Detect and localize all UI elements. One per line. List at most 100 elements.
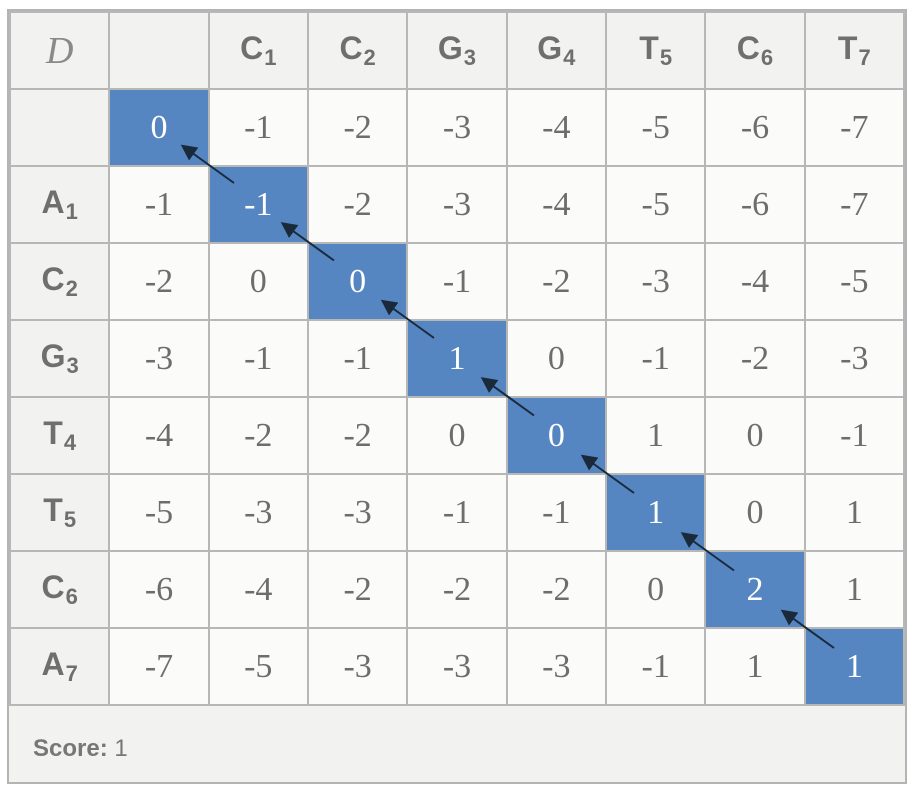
row-letter: A (41, 646, 65, 682)
matrix-cell: 1 (704, 627, 806, 706)
matrix-cell: -2 (505, 242, 608, 321)
matrix-cell: -2 (306, 165, 409, 244)
column-header: G3 (406, 11, 508, 90)
matrix-cell: -1 (505, 473, 608, 552)
matrix-row: 0 -1 -2 -3 -4 -5 -6 -7 (8, 88, 906, 167)
column-index: 4 (563, 45, 576, 70)
column-letter: C (736, 30, 760, 66)
matrix-cell: -1 (803, 396, 906, 475)
matrix-cell: -1 (306, 319, 409, 398)
row-header: G3 (8, 319, 111, 398)
matrix-cell: -7 (803, 165, 906, 244)
matrix-cell: -3 (306, 627, 409, 706)
alignment-matrix-panel: D C1 C2 G3 G4 T5 C6 T7 0 -1 -2 -3 -4 -5 -6 -7 A1 -1 -1 -2 -3… (7, 9, 907, 784)
matrix-cell: -1 (108, 165, 210, 244)
matrix-cell: -3 (803, 319, 906, 398)
path-cell: 1 (406, 319, 508, 398)
matrix-cell: -6 (704, 88, 806, 167)
path-cell: 0 (108, 88, 210, 167)
column-index: 2 (363, 45, 376, 70)
column-letter: G (537, 30, 563, 66)
row-index: 3 (66, 353, 79, 378)
column-index: 3 (463, 45, 477, 70)
column-index: 7 (858, 45, 871, 70)
matrix-row: T4 -4 -2 -2 0 0 1 0 -1 (8, 396, 906, 475)
matrix-cell: -5 (803, 242, 906, 321)
column-index: 6 (760, 45, 774, 70)
column-header: C1 (207, 11, 309, 90)
matrix-cell: -3 (605, 242, 707, 321)
matrix-row: C6 -6 -4 -2 -2 -2 0 2 1 (8, 550, 906, 629)
score-label: Score: (33, 735, 108, 762)
matrix-cell: -3 (406, 165, 508, 244)
matrix-row: C2 -2 0 0 -1 -2 -3 -4 -5 (8, 242, 906, 321)
row-header: A7 (8, 627, 111, 706)
matrix-cell: -2 (306, 396, 409, 475)
column-header: G4 (505, 11, 608, 90)
row-index: 4 (63, 430, 77, 455)
row-letter: C (41, 569, 65, 605)
row-index: 5 (63, 507, 77, 532)
matrix-cell: -3 (306, 473, 409, 552)
row-header: T5 (8, 473, 111, 552)
matrix-cell: -5 (207, 627, 309, 706)
matrix-cell: -6 (704, 165, 806, 244)
matrix-cell: -1 (207, 319, 309, 398)
matrix-cell: 1 (803, 550, 906, 629)
matrix-cell: -1 (406, 473, 508, 552)
matrix-cell: -2 (704, 319, 806, 398)
matrix-cell: -4 (505, 165, 608, 244)
score-value: 1 (114, 735, 128, 762)
row-index: 6 (65, 584, 78, 609)
path-cell: 2 (704, 550, 806, 629)
path-cell: 0 (505, 396, 608, 475)
matrix-row: G3 -3 -1 -1 1 0 -1 -2 -3 (8, 319, 906, 398)
column-header (108, 11, 210, 90)
matrix-cell: -5 (108, 473, 210, 552)
matrix-cell: -3 (406, 88, 508, 167)
matrix-cell: -2 (207, 396, 309, 475)
dp-matrix: D C1 C2 G3 G4 T5 C6 T7 0 -1 -2 -3 -4 -5 -6 -7 A1 -1 -1 -2 -3… (8, 11, 906, 706)
score-readout: Score: 1 (33, 735, 128, 763)
row-index: 7 (65, 661, 78, 686)
matrix-cell: -7 (108, 627, 210, 706)
row-letter: T (43, 415, 63, 451)
row-letter: A (41, 184, 65, 220)
matrix-cell: 0 (505, 319, 608, 398)
matrix-cell: -3 (406, 627, 508, 706)
matrix-cell: -5 (605, 88, 707, 167)
matrix-cell: -3 (207, 473, 309, 552)
column-index: 1 (264, 45, 277, 70)
matrix-cell: -2 (306, 550, 409, 629)
matrix-cell: 0 (605, 550, 707, 629)
header-row: D C1 C2 G3 G4 T5 C6 T7 (8, 11, 906, 90)
matrix-cell: 0 (406, 396, 508, 475)
matrix-cell: -7 (803, 88, 906, 167)
matrix-cell: -4 (207, 550, 309, 629)
row-header (8, 88, 111, 167)
row-index: 1 (65, 199, 78, 224)
matrix-cell: -3 (505, 627, 608, 706)
matrix-cell: 1 (605, 396, 707, 475)
matrix-row: T5 -5 -3 -3 -1 -1 1 0 1 (8, 473, 906, 552)
path-cell: 1 (803, 627, 906, 706)
matrix-cell: -2 (306, 88, 409, 167)
matrix-cell: -1 (207, 88, 309, 167)
row-header: C2 (8, 242, 111, 321)
matrix-cell: -6 (108, 550, 210, 629)
column-header: C6 (704, 11, 806, 90)
column-header: T7 (803, 11, 906, 90)
matrix-cell: -2 (108, 242, 210, 321)
column-header: C2 (306, 11, 409, 90)
matrix-cell: -4 (505, 88, 608, 167)
matrix-cell: -4 (704, 242, 806, 321)
matrix-cell: -1 (406, 242, 508, 321)
column-letter: T (837, 30, 858, 66)
matrix-cell: -2 (505, 550, 608, 629)
matrix-row: A7 -7 -5 -3 -3 -3 -1 1 1 (8, 627, 906, 706)
matrix-cell: 0 (704, 396, 806, 475)
column-letter: C (339, 30, 363, 66)
matrix-cell: -4 (108, 396, 210, 475)
row-letter: G (40, 338, 66, 374)
row-header: A1 (8, 165, 111, 244)
